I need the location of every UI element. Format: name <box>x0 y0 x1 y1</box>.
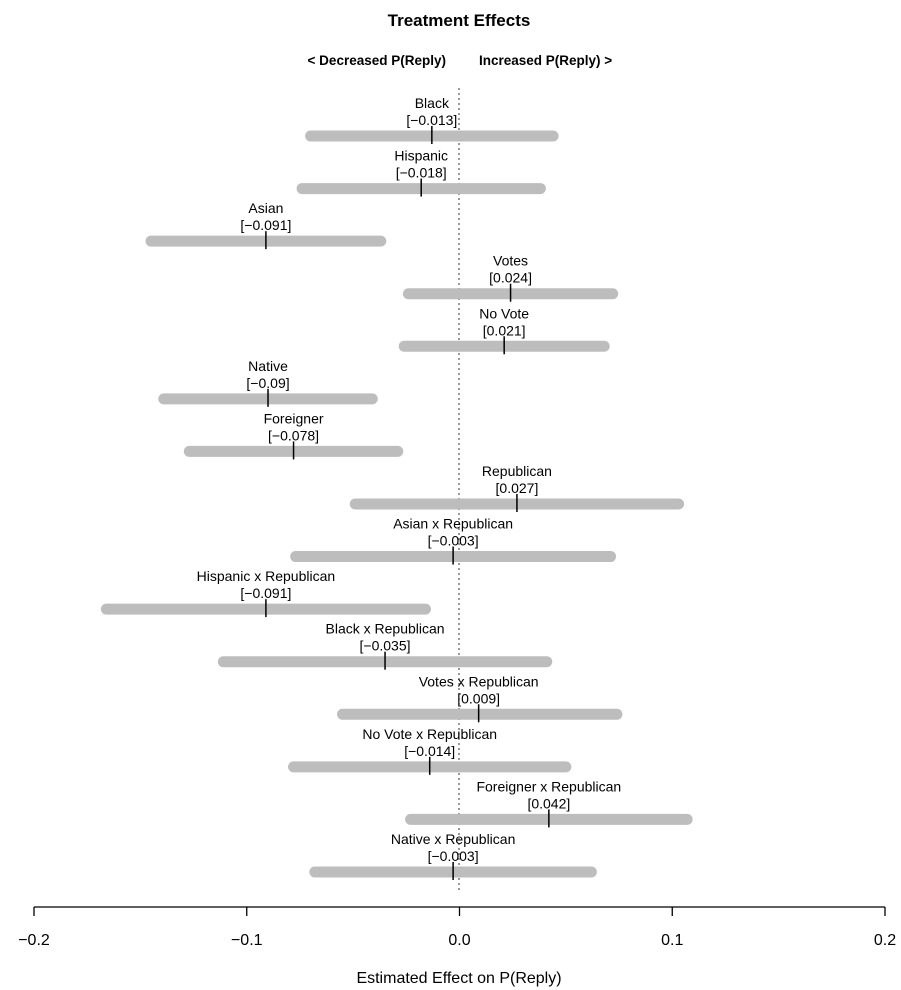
x-tick-label: 0.0 <box>448 932 470 949</box>
x-tick-label: 0.2 <box>874 932 896 949</box>
x-axis: −0.2 −0.1 0.0 0.1 0.2 <box>18 906 896 949</box>
estimate-value-no-vote-x-republican: [−0.014] <box>404 743 455 759</box>
estimate-value-hispanic-x-republican: [−0.091] <box>240 585 291 601</box>
effect-label-foreigner: Foreigner <box>264 410 324 426</box>
effect-label-black-x-republican: Black x Republican <box>326 621 445 637</box>
estimate-value-native: [−0.09] <box>246 375 289 391</box>
effect-label-asian: Asian <box>248 200 283 216</box>
effect-label-hispanic-x-republican: Hispanic x Republican <box>197 568 336 584</box>
effect-label-foreigner-x-republican: Foreigner x Republican <box>476 778 621 794</box>
effect-intervals: Black[−0.013]Hispanic[−0.018]Asian[−0.09… <box>100 95 693 880</box>
x-axis-label: Estimated Effect on P(Reply) <box>356 970 561 987</box>
effect-label-votes-x-republican: Votes x Republican <box>419 673 539 689</box>
effect-label-asian-x-republican: Asian x Republican <box>393 516 513 532</box>
estimate-value-black-x-republican: [−0.035] <box>360 638 411 654</box>
effect-label-no-vote-x-republican: No Vote x Republican <box>362 726 497 742</box>
effect-label-hispanic: Hispanic <box>394 148 448 164</box>
estimate-value-foreigner-x-republican: [0.042] <box>527 795 570 811</box>
effect-label-native: Native <box>248 358 288 374</box>
estimate-value-asian: [−0.091] <box>240 217 291 233</box>
estimate-value-foreigner: [−0.078] <box>268 427 319 443</box>
increased-direction-label: Increased P(Reply) > <box>479 53 612 68</box>
estimate-value-votes: [0.024] <box>489 270 532 286</box>
x-tick-label: −0.2 <box>18 932 50 949</box>
estimate-value-native-x-republican: [−0.003] <box>428 848 479 864</box>
estimate-value-hispanic: [−0.018] <box>396 165 447 181</box>
effect-label-republican: Republican <box>482 463 552 479</box>
effect-label-no-vote: No Vote <box>479 305 529 321</box>
effect-label-votes: Votes <box>493 253 528 269</box>
estimate-value-votes-x-republican: [0.009] <box>457 690 500 706</box>
decreased-direction-label: < Decreased P(Reply) <box>308 53 446 68</box>
x-tick-label: −0.1 <box>231 932 263 949</box>
chart-title: Treatment Effects <box>388 11 531 30</box>
effect-label-black: Black <box>415 95 450 111</box>
estimate-value-republican: [0.027] <box>496 480 539 496</box>
estimate-value-no-vote: [0.021] <box>483 322 526 338</box>
x-tick-label: 0.1 <box>661 932 683 949</box>
estimate-value-black: [−0.013] <box>406 112 457 128</box>
estimate-value-asian-x-republican: [−0.003] <box>428 533 479 549</box>
effect-label-native-x-republican: Native x Republican <box>391 831 516 847</box>
